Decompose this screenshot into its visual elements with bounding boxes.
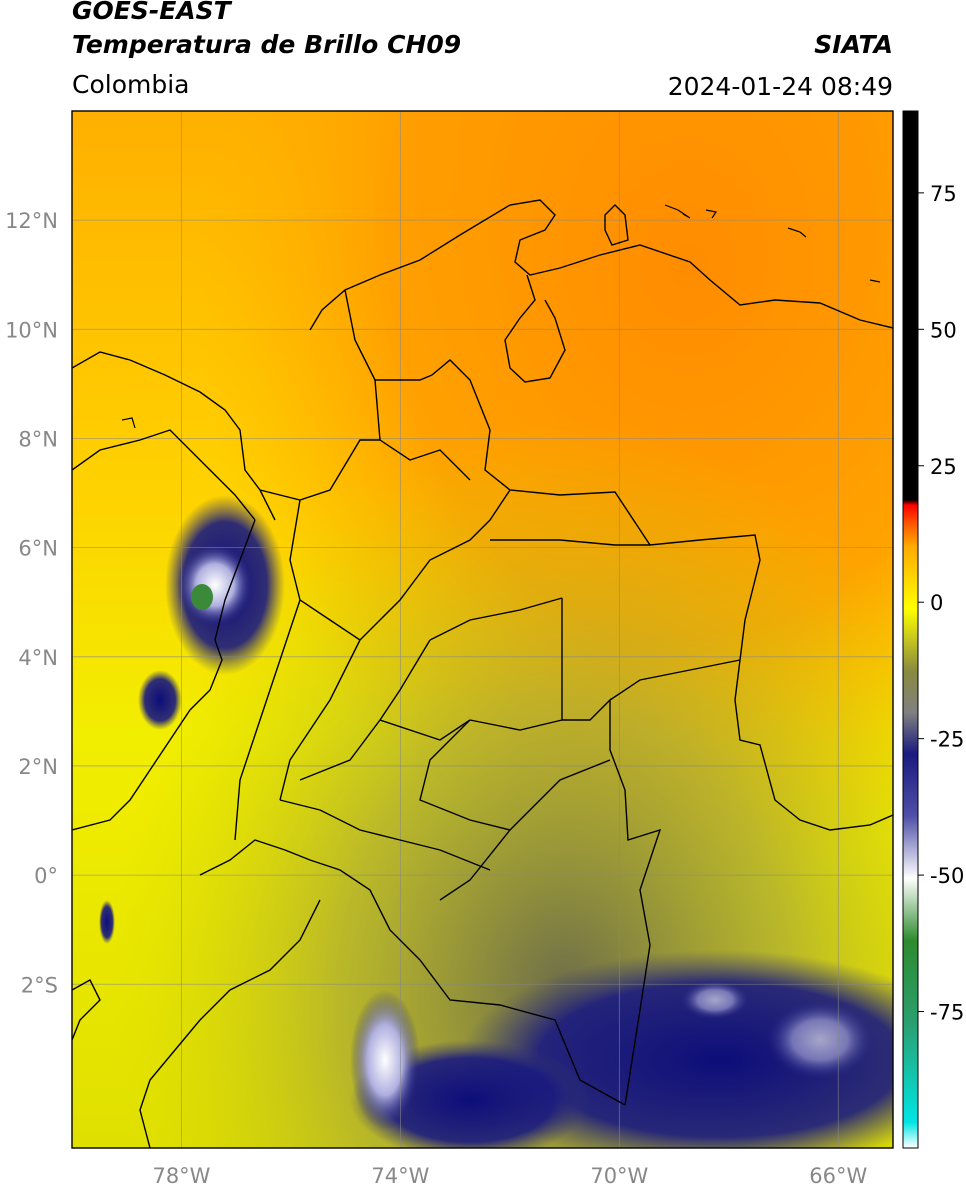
datetime-label: 2024-01-24 08:49 [667, 72, 893, 101]
satellite-title: GOES-EAST [72, 0, 231, 25]
lat-tick-label: 2°S [21, 973, 58, 997]
colorbar [902, 110, 919, 1149]
colorbar-tick-labels: 75 50 25 0 -25 -50 -75 [918, 182, 964, 1025]
product-title: Temperatura de Brillo CH09 [72, 30, 462, 59]
lat-tick-label: 4°N [18, 646, 58, 670]
longitude-tick-labels: 78°W 74°W 70°W 66°W [152, 1164, 867, 1188]
lat-tick-label: 12°N [5, 209, 58, 233]
lat-tick-label: 10°N [5, 318, 58, 342]
lon-tick-label: 74°W [371, 1164, 429, 1188]
colorbar-tick-label: 0 [930, 591, 943, 615]
lon-tick-label: 78°W [152, 1164, 210, 1188]
lon-tick-label: 70°W [590, 1164, 648, 1188]
country-borders [72, 199, 893, 1148]
lat-tick-label: 8°N [18, 427, 58, 451]
lon-tick-label: 66°W [809, 1164, 867, 1188]
latitude-tick-labels: 12°N 10°N 8°N 6°N 4°N 2°N 0° 2°S [5, 209, 58, 997]
agency-label: SIATA [814, 30, 893, 59]
map-frame [71, 110, 894, 1149]
islands [121, 204, 881, 429]
colorbar-tick-label: 25 [930, 455, 957, 479]
colorbar-tick-label: -50 [930, 864, 964, 888]
colorbar-tick-label: 75 [930, 182, 957, 206]
map-gridlines [72, 111, 893, 1148]
map-field [72, 111, 893, 1148]
lat-tick-label: 0° [34, 864, 58, 888]
lat-tick-label: 6°N [18, 537, 58, 561]
lat-tick-label: 2°N [18, 755, 58, 779]
colorbar-tick-label: -25 [930, 728, 964, 752]
colorbar-tick-label: 50 [930, 318, 957, 342]
colorbar-tick-label: -75 [930, 1001, 964, 1025]
region-label: Colombia [72, 70, 190, 99]
